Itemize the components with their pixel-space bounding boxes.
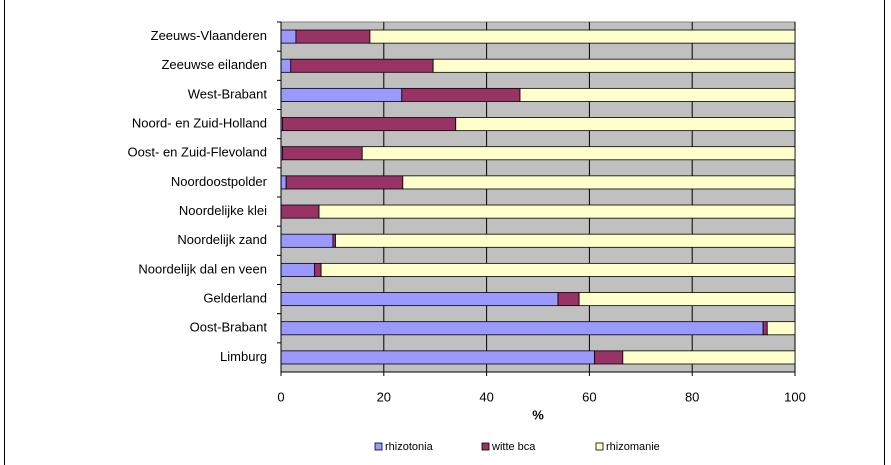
bar-segment [361,146,796,161]
bar-segment [280,58,292,73]
legend-label: rhizotonia [385,441,434,453]
bar-segment [369,29,796,44]
bar-segment [280,233,334,248]
bar-segment [295,29,371,44]
x-tick-label: 0 [277,389,284,404]
bar-segment [320,262,796,277]
y-tick-label: Noordelijke klei [179,203,267,218]
y-tick-label: Limburg [220,349,267,364]
bar-segment [280,204,320,219]
x-tick-label: 60 [582,389,596,404]
bar-segment [290,58,434,73]
y-tick-label: Noordelijk dal en veen [138,261,267,276]
bar-segment [578,292,796,307]
x-tick-label: 100 [784,389,806,404]
bar-segment [402,175,796,190]
bar-segment [432,58,796,73]
bar-segment [401,87,521,102]
bar-segment [285,175,404,190]
bar-segment [335,233,796,248]
bar-segment [280,321,764,336]
bar-segment [519,87,796,102]
bar-segment [594,350,624,365]
bar-segment [280,29,297,44]
legend-swatch [595,442,604,451]
y-tick-label: Noordelijk zand [177,232,267,247]
bar-segment [282,117,457,132]
bar-segment [282,146,363,161]
y-tick-label: Noordoostpolder [171,174,268,189]
y-tick-label: West-Brabant [188,86,268,101]
legend-label: witte bca [491,441,536,453]
plot-area [280,21,796,373]
y-tick-label: Zeeuws-Vlaanderen [151,28,267,43]
y-tick-label: Oost-Brabant [190,320,268,335]
bar-segment [280,175,287,190]
y-tick-label: Noord- en Zuid-Holland [132,116,267,131]
bar-segment [318,204,796,219]
x-tick-label: 40 [479,389,493,404]
bar-segment [280,350,595,365]
bar-segment [766,321,796,336]
bar-segment [280,262,315,277]
bar-segment [622,350,796,365]
x-tick-label: 80 [685,389,699,404]
bar-segment [762,321,768,336]
legend-swatch [374,442,383,451]
y-tick-label: Zeeuwse eilanden [161,57,267,72]
bar-segment [280,292,559,307]
legend-label: rhizomanie [606,441,660,453]
bar-segment [314,262,322,277]
bar-segment [455,117,796,132]
y-tick-label: Oost- en Zuid-Flevoland [128,145,267,160]
legend-swatch [481,442,490,451]
x-tick-label: 20 [377,389,391,404]
bar-segment [557,292,580,307]
x-axis-label: % [532,407,544,422]
y-tick-label: Gelderland [203,291,267,306]
bar-segment [280,87,403,102]
